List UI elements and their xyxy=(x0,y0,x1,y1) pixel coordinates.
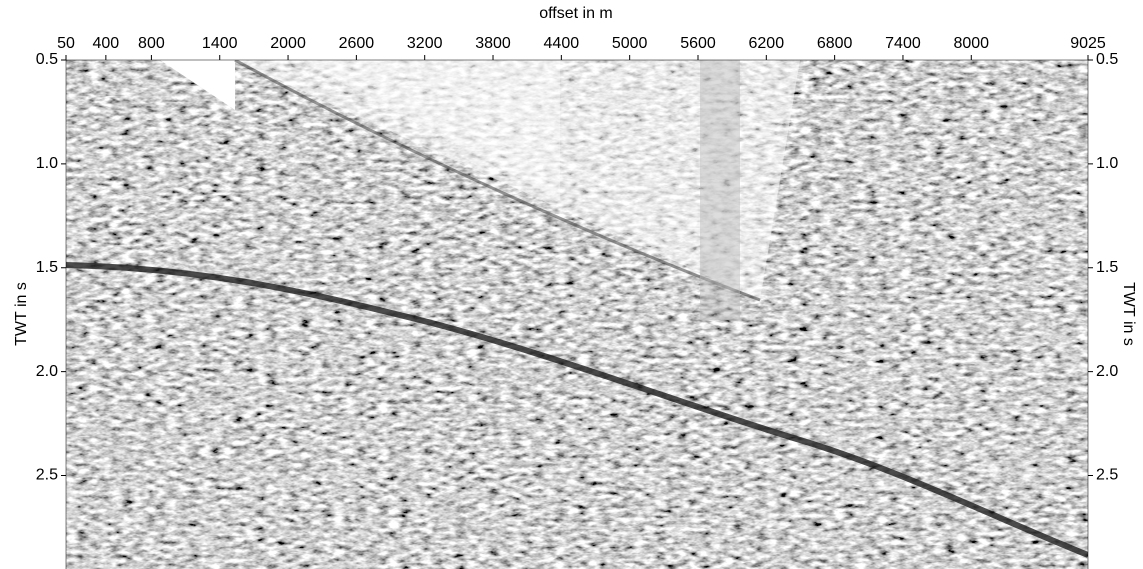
first-arrival xyxy=(234,60,761,302)
y-tick-label: 2.0 xyxy=(36,363,58,380)
x-tick-label: 7400 xyxy=(885,35,921,52)
y-tick-label-right: 1.5 xyxy=(1096,259,1118,276)
x-tick-label: 5000 xyxy=(612,35,648,52)
x-tick-label: 3200 xyxy=(407,35,443,52)
x-tick-label: 8000 xyxy=(953,35,989,52)
y-tick-label: 2.5 xyxy=(36,467,58,484)
y-axis-title-right: TWT in s xyxy=(1120,282,1137,346)
x-tick-label: 6200 xyxy=(749,35,785,52)
light-zone xyxy=(300,60,560,200)
x-tick-label: 800 xyxy=(138,35,165,52)
noise-band xyxy=(700,60,740,320)
y-tick-label-right: 2.0 xyxy=(1096,363,1118,380)
x-tick-label: 3800 xyxy=(475,35,511,52)
y-tick-label: 0.5 xyxy=(36,51,58,68)
x-tick-label: 5600 xyxy=(680,35,716,52)
x-tick-label: 6800 xyxy=(817,35,853,52)
y-tick-label: 1.0 xyxy=(36,155,58,172)
y-axis-title: TWT in s xyxy=(13,282,30,346)
x-tick-label: 2600 xyxy=(339,35,375,52)
seismic-image xyxy=(66,60,1088,569)
x-tick-label: 1400 xyxy=(202,35,238,52)
y-tick-label-right: 0.5 xyxy=(1096,51,1118,68)
reflector xyxy=(66,262,1088,558)
y-tick-label-right: 1.0 xyxy=(1096,155,1118,172)
plot-frame xyxy=(65,59,1089,569)
y-tick-label: 1.5 xyxy=(36,259,58,276)
x-tick-label: 400 xyxy=(93,35,120,52)
x-axis-title: offset in m xyxy=(539,5,613,22)
x-tick-label: 4400 xyxy=(544,35,580,52)
y-tick-label-right: 2.5 xyxy=(1096,467,1118,484)
x-tick-label: 50 xyxy=(57,35,75,52)
blank-wedge xyxy=(160,60,235,110)
light-zone xyxy=(235,60,800,300)
x-tick-label: 9025 xyxy=(1070,35,1106,52)
x-tick-label: 2000 xyxy=(270,35,306,52)
